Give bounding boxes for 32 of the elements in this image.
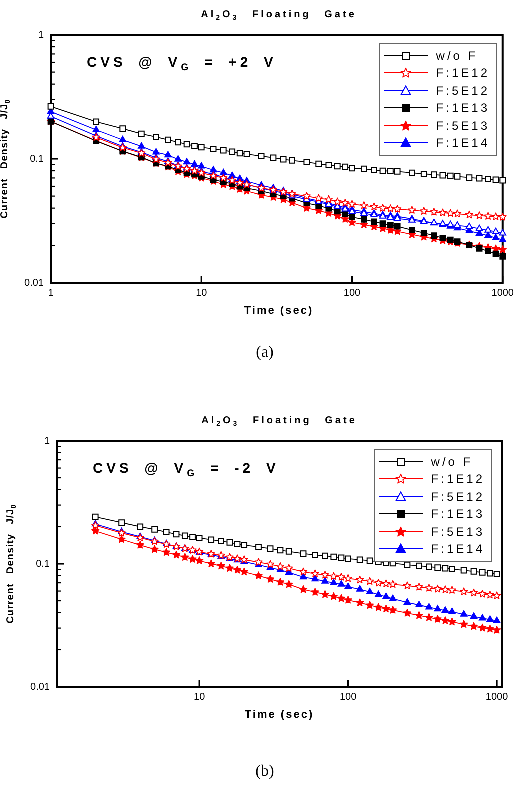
y-tick-label: 0.01 [24,278,44,289]
y-tick-label: 1 [38,30,44,41]
x-tick-label: 1000 [486,692,509,703]
legend-label: F:5E13 [436,118,490,133]
chart-title: Al$_{2}$O$_{3}$ Floating Gate [202,416,358,428]
x-axis-title: Time (sec) [244,709,314,721]
legend-label: F:1E14 [436,136,490,150]
legend-label: F:5E13 [431,524,485,539]
x-axis-title: Time (sec) [244,305,314,317]
legend-label: F:1E12 [436,66,490,80]
legend-label: F:1E13 [436,101,490,116]
x-tick-label: 10 [196,288,208,299]
y-tick-label: 0.1 [30,154,44,165]
chart-title: Al$_{2}$O$_{3}$ Floating Gate [201,10,357,22]
x-tick-label: 100 [344,288,362,299]
legend-label: F:1E12 [431,472,485,486]
x-tick-label: 10 [194,692,206,703]
text: CVS @ V$_{G}$ = -2 V [93,460,280,480]
y-tick-label: 1 [44,436,50,447]
text: CVS @ V$_{G}$ = +2 V [87,54,277,74]
legend-label: F:1E14 [431,542,485,556]
x-tick-label: 100 [340,692,358,703]
y-tick-label: 0.1 [36,558,50,570]
legend-label: w/o F [431,454,474,469]
legend-label: F:5E12 [436,84,490,98]
legend-label: F:1E13 [431,507,485,522]
x-tick-label: 1000 [492,288,514,299]
legend-label: w/o F [436,48,478,63]
y-tick-label: 0.01 [30,682,50,693]
text: (a) [256,344,274,362]
text: (b) [256,763,274,781]
legend-label: F:5E12 [431,490,485,504]
